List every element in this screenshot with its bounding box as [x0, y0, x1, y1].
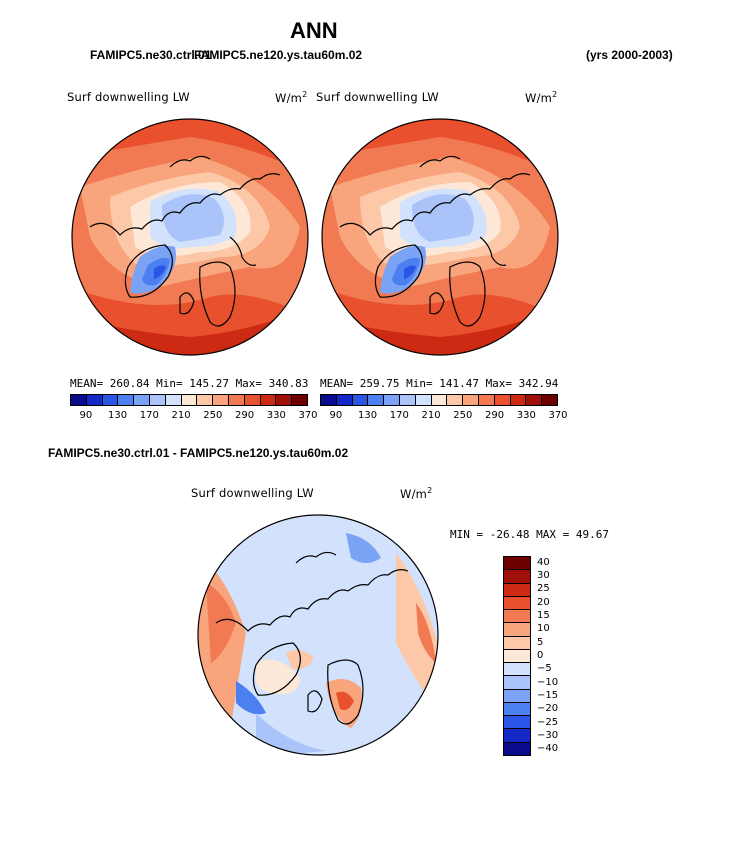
difference-colorbar-swatch	[504, 570, 530, 584]
left-colorbar-swatch	[118, 395, 135, 405]
diff-units-label: W/m2	[400, 486, 433, 501]
left-colorbar-tick-label: 210	[171, 410, 191, 421]
left-colorbar-swatch	[228, 395, 245, 405]
difference-colorbar	[503, 556, 531, 756]
right-colorbar-swatch	[368, 395, 385, 405]
right-colorbar-swatch	[431, 395, 448, 405]
right-colorbar-tick-label: 330	[516, 410, 536, 421]
left-variable-label: Surf downwelling LW	[67, 90, 190, 104]
left-polar-map	[71, 118, 309, 356]
left-colorbar-swatch	[134, 395, 150, 405]
difference-colorbar-swatch	[504, 689, 530, 703]
right-colorbar-swatch	[415, 395, 432, 405]
right-colorbar-tick-label: 170	[389, 410, 409, 421]
left-stats: MEAN= 260.84 Min= 145.27 Max= 340.83	[70, 377, 309, 390]
right-colorbar-swatch	[526, 395, 543, 405]
right-polar-map	[321, 118, 559, 356]
difference-colorbar-tick-label: −20	[537, 703, 559, 715]
left-colorbar-swatch	[149, 395, 166, 405]
right-colorbar-tick-label: 370	[548, 410, 568, 421]
left-colorbar-swatch	[102, 395, 119, 405]
difference-colorbar-tick-label: 20	[537, 596, 550, 608]
difference-colorbar-tick-label: −25	[537, 716, 559, 728]
difference-colorbar-swatch	[504, 663, 530, 677]
left-colorbar-tick-label: 250	[203, 410, 223, 421]
right-colorbar-tick-label: 290	[484, 410, 505, 421]
right-colorbar-swatch	[384, 395, 400, 405]
left-colorbar-tick-label: 370	[298, 410, 318, 421]
left-colorbar-swatch	[276, 395, 293, 405]
right-stats: MEAN= 259.75 Min= 141.47 Max= 342.94	[320, 377, 559, 390]
difference-colorbar-tick-label: 5	[537, 636, 544, 648]
difference-colorbar-tick-label: 0	[537, 650, 544, 661]
right-colorbar	[320, 394, 558, 406]
right-variable-label: Surf downwelling LW	[316, 90, 439, 104]
difference-colorbar-tick-label: 10	[537, 623, 550, 635]
left-colorbar-tick-label: 290	[234, 410, 255, 421]
difference-colorbar-swatch	[504, 596, 530, 611]
difference-polar-map	[197, 514, 439, 756]
left-colorbar-swatch	[244, 395, 261, 405]
difference-colorbar-swatch	[504, 557, 530, 571]
left-colorbar-tick-label: 170	[139, 410, 159, 421]
difference-colorbar-swatch	[504, 716, 530, 730]
left-colorbar-swatch	[292, 395, 307, 405]
difference-colorbar-swatch	[504, 649, 530, 664]
case-name-left: FAMIPC5.ne30.ctrl.01	[90, 48, 212, 62]
difference-colorbar-swatch	[504, 623, 530, 637]
right-colorbar-swatch	[352, 395, 369, 405]
right-colorbar-tick-label: 210	[421, 410, 441, 421]
right-units-label: W/m2	[525, 90, 558, 105]
left-colorbar-tick-label: 130	[108, 410, 128, 421]
difference-colorbar-swatch	[504, 676, 530, 690]
difference-colorbar-swatch	[504, 742, 530, 755]
left-colorbar-swatch	[197, 395, 214, 405]
right-colorbar-swatch	[321, 395, 337, 405]
difference-colorbar-swatch	[504, 636, 530, 650]
difference-colorbar-tick-label: 40	[537, 556, 550, 568]
right-colorbar-swatch	[494, 395, 511, 405]
difference-colorbar-tick-label: −40	[537, 743, 559, 755]
left-colorbar-swatch	[213, 395, 229, 405]
left-colorbar-swatch	[86, 395, 103, 405]
right-colorbar-swatch	[542, 395, 557, 405]
difference-colorbar-swatch	[504, 610, 530, 624]
right-colorbar-swatch	[399, 395, 416, 405]
difference-colorbar-tick-label: 25	[537, 583, 550, 595]
left-colorbar-swatch	[165, 395, 182, 405]
difference-colorbar-swatch	[504, 729, 530, 743]
right-colorbar-swatch	[463, 395, 479, 405]
diff-variable-label: Surf downwelling LW	[191, 486, 314, 500]
left-colorbar-swatch	[181, 395, 198, 405]
right-colorbar-swatch	[336, 395, 353, 405]
left-colorbar-swatch	[260, 395, 277, 405]
right-colorbar-tick-label: 90	[329, 410, 343, 421]
left-colorbar-tick-label: 90	[79, 410, 93, 421]
diff-minmax: MIN = -26.48 MAX = 49.67	[450, 528, 609, 541]
left-colorbar-swatch	[71, 395, 87, 405]
difference-heading: FAMIPC5.ne30.ctrl.01 - FAMIPC5.ne120.ys.…	[48, 446, 349, 460]
difference-colorbar-tick-label: 15	[537, 610, 550, 621]
difference-colorbar-tick-label: 30	[537, 570, 550, 581]
right-colorbar-tick-label: 130	[358, 410, 378, 421]
difference-colorbar-tick-label: −15	[537, 690, 559, 701]
right-colorbar-swatch	[447, 395, 464, 405]
difference-colorbar-tick-label: −10	[537, 676, 559, 688]
right-colorbar-swatch	[478, 395, 495, 405]
right-colorbar-swatch	[510, 395, 527, 405]
difference-colorbar-swatch	[504, 702, 530, 717]
difference-colorbar-tick-label: −30	[537, 730, 559, 741]
right-colorbar-tick-label: 250	[453, 410, 473, 421]
years-label: (yrs 2000-2003)	[586, 48, 673, 62]
difference-colorbar-tick-label: −5	[537, 663, 552, 675]
case-name-right: FAMIPC5.ne120.ys.tau60m.02	[194, 48, 363, 62]
left-units-label: W/m2	[275, 90, 308, 105]
figure-title: ANN	[290, 18, 338, 43]
difference-colorbar-swatch	[504, 583, 530, 597]
left-colorbar	[70, 394, 308, 406]
left-colorbar-tick-label: 330	[266, 410, 286, 421]
